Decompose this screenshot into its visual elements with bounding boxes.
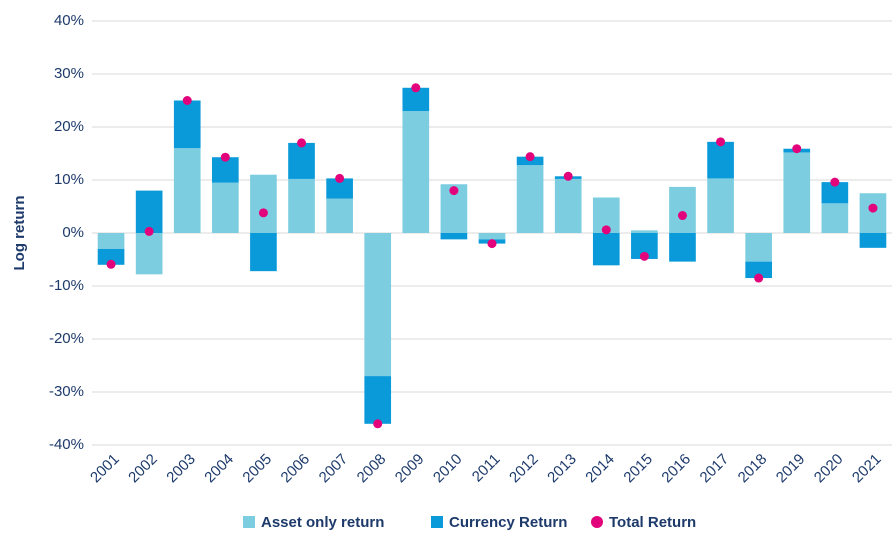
x-tick-label: 2002 <box>125 451 161 487</box>
total-dot <box>335 173 345 183</box>
bar-segment <box>745 261 772 279</box>
total-dot <box>182 96 192 105</box>
y-axis-title: Log return <box>11 196 28 271</box>
x-tick-label: 2018 <box>735 451 771 487</box>
bar-segment <box>288 178 315 233</box>
x-tick-label: 2001 <box>87 451 123 487</box>
total-dot <box>830 177 840 187</box>
x-tick-label: 2017 <box>697 451 733 487</box>
total-dot <box>792 144 802 154</box>
legend-label: Currency Return <box>449 514 567 531</box>
bar-segment <box>250 233 277 272</box>
bar-segment <box>97 233 125 249</box>
total-dot <box>487 239 497 249</box>
y-tick-label: 20% <box>54 118 84 135</box>
bar-segment <box>821 203 849 233</box>
y-tick-label: 40% <box>54 12 84 29</box>
total-dot <box>106 259 116 269</box>
total-dot <box>677 211 687 221</box>
bar-segment <box>516 165 544 233</box>
total-dot <box>373 419 383 429</box>
bar-segment <box>669 186 696 233</box>
bar-segment <box>173 148 201 233</box>
x-tick-label: 2015 <box>620 451 656 487</box>
y-tick-label: -20% <box>49 330 84 347</box>
x-tick-label: 2014 <box>582 451 618 487</box>
x-tick-label: 2016 <box>658 451 694 487</box>
x-tick-label: 2006 <box>278 451 314 487</box>
legend-swatch <box>431 516 443 528</box>
legend-swatch <box>243 516 255 528</box>
bar-segment <box>859 233 887 248</box>
bar-segment <box>135 190 163 233</box>
total-dot <box>868 203 878 213</box>
x-tick-label: 2019 <box>773 451 809 487</box>
x-tick-label: 2005 <box>239 451 275 487</box>
x-tick-label: 2008 <box>354 451 390 487</box>
total-dot <box>639 251 649 261</box>
bar-segment <box>173 100 201 149</box>
total-dot <box>754 273 764 283</box>
bar-segment <box>592 233 620 266</box>
total-dot <box>220 152 230 162</box>
bar-segment <box>821 182 849 204</box>
y-tick-label: 10% <box>54 171 84 188</box>
y-tick-label: 0% <box>62 224 84 241</box>
legend-label: Total Return <box>609 514 696 531</box>
y-tick-label: -10% <box>49 277 84 294</box>
x-tick-label: 2013 <box>544 451 580 487</box>
total-dot <box>716 137 726 147</box>
legend-swatch <box>591 516 603 528</box>
bar-segment <box>250 174 277 233</box>
bar-segment <box>478 233 506 240</box>
x-tick-label: 2020 <box>811 451 847 487</box>
total-dot <box>525 152 535 162</box>
total-dot <box>563 171 573 181</box>
total-dot <box>258 208 268 218</box>
bar-segment <box>631 230 658 233</box>
bar-segment <box>402 111 430 233</box>
bar-segment <box>364 233 392 377</box>
total-dot <box>411 83 421 93</box>
y-tick-label: -30% <box>49 383 84 400</box>
x-tick-label: 2021 <box>849 451 885 487</box>
bar-segment <box>783 152 811 233</box>
legend-label: Asset only return <box>261 514 384 531</box>
total-dot <box>601 225 611 235</box>
bar-segment <box>707 178 734 233</box>
bar-segment <box>859 193 887 233</box>
bar-segment <box>135 233 163 275</box>
x-tick-label: 2011 <box>469 451 504 486</box>
bar-segment <box>440 233 468 240</box>
total-dot <box>144 226 154 236</box>
x-tick-label: 2003 <box>163 451 199 487</box>
bar-segment <box>669 233 696 262</box>
bar-segment <box>97 248 125 265</box>
x-tick-label: 2004 <box>201 451 237 487</box>
bar-segment <box>212 182 239 233</box>
bar-segment <box>288 142 315 179</box>
total-dot <box>297 138 307 148</box>
bar-segment <box>707 141 734 179</box>
x-tick-label: 2012 <box>506 451 542 487</box>
total-dot <box>449 186 459 196</box>
bar-segment <box>326 198 353 233</box>
bar-segment <box>402 87 430 112</box>
x-tick-label: 2009 <box>392 451 428 487</box>
x-tick-label: 2010 <box>430 451 466 487</box>
x-tick-label: 2007 <box>316 451 352 487</box>
y-tick-label: -40% <box>49 436 84 453</box>
bar-segment <box>326 178 353 199</box>
y-tick-label: 30% <box>54 65 84 82</box>
bar-segment <box>554 178 582 233</box>
bar-segment <box>745 233 772 262</box>
bar-segment <box>364 376 392 424</box>
